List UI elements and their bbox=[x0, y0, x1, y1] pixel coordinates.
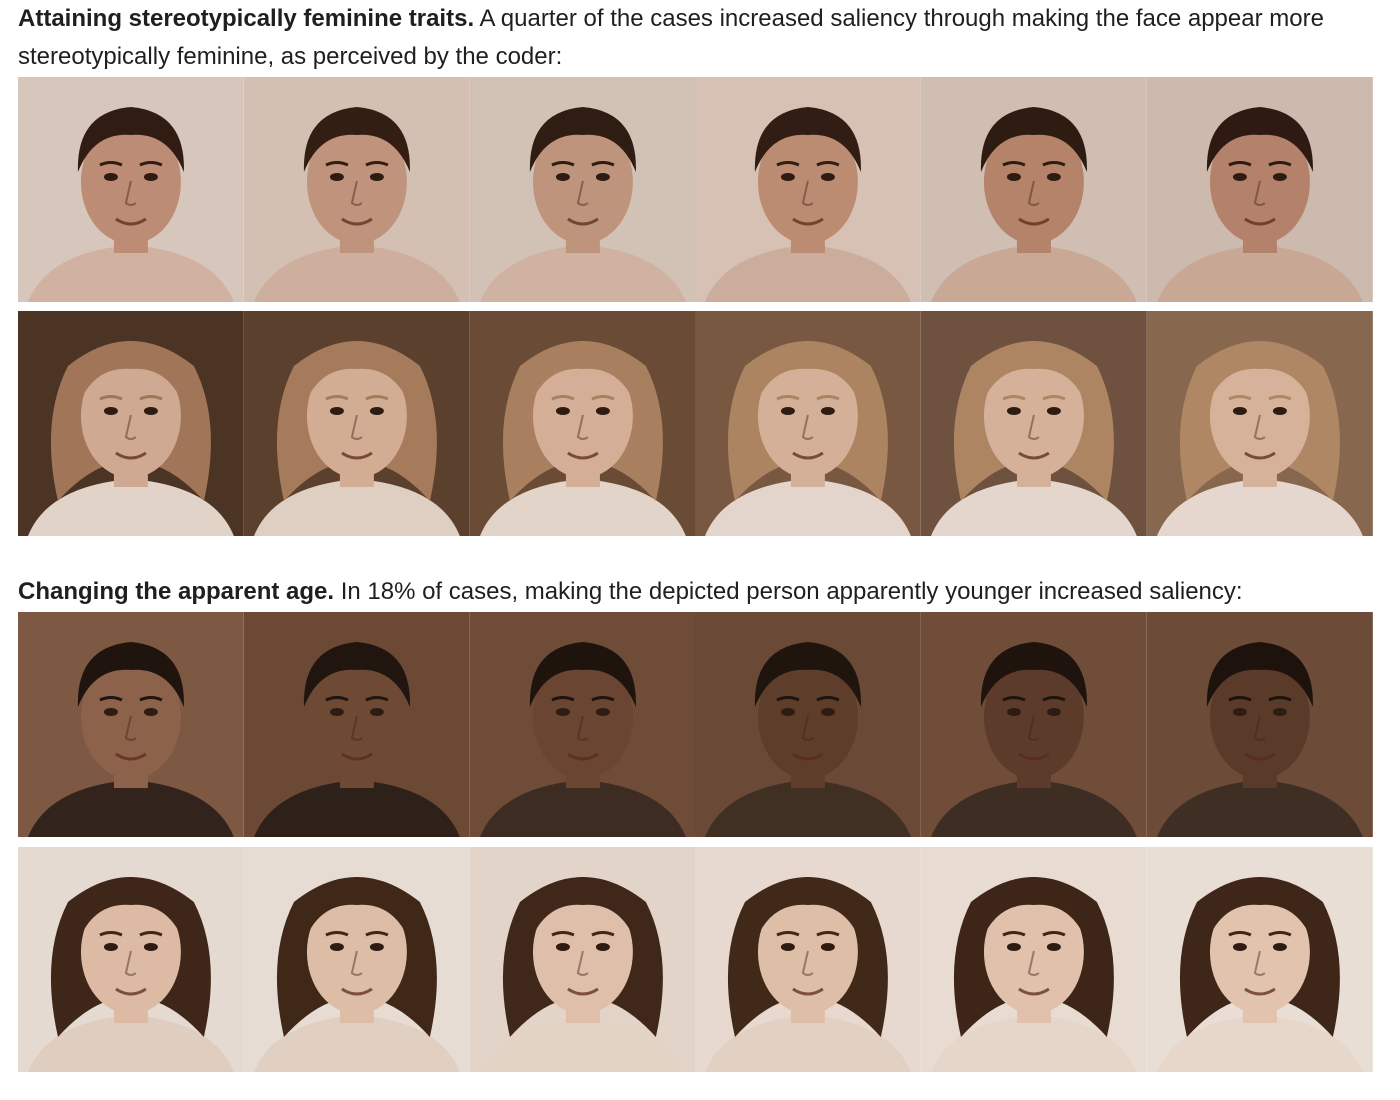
face-photo bbox=[469, 847, 696, 1072]
face-image bbox=[469, 847, 696, 1072]
face-photo bbox=[695, 77, 922, 302]
image-strip-woman-curly-hair bbox=[18, 311, 1373, 536]
face-photo bbox=[469, 77, 696, 302]
face-image bbox=[695, 612, 922, 837]
face-photo bbox=[695, 612, 922, 837]
face-image bbox=[243, 77, 470, 302]
face-photo bbox=[921, 847, 1148, 1072]
face-photo bbox=[695, 311, 922, 536]
image-strip-girl-younger bbox=[18, 847, 1373, 1072]
face-image bbox=[243, 612, 470, 837]
face-photo bbox=[243, 77, 470, 302]
face-image bbox=[18, 311, 244, 536]
face-image bbox=[695, 311, 922, 536]
face-image bbox=[243, 847, 470, 1072]
face-photo bbox=[243, 847, 470, 1072]
face-photo bbox=[921, 612, 1148, 837]
face-image bbox=[1147, 612, 1373, 837]
face-photo bbox=[18, 847, 244, 1072]
face-image bbox=[1147, 77, 1373, 302]
face-image bbox=[695, 77, 922, 302]
paragraph-feminine-traits: Attaining stereotypically feminine trait… bbox=[18, 0, 1378, 76]
face-image bbox=[921, 847, 1148, 1072]
face-image bbox=[18, 847, 244, 1072]
face-image bbox=[921, 77, 1148, 302]
paragraph-text: A quarter of the cases increased salienc… bbox=[18, 5, 1324, 70]
face-photo bbox=[1147, 612, 1373, 837]
image-strip-man-to-feminine bbox=[18, 77, 1373, 302]
face-image bbox=[921, 311, 1148, 536]
face-image bbox=[1147, 311, 1373, 536]
face-photo bbox=[1147, 311, 1373, 536]
face-photo bbox=[921, 77, 1148, 302]
face-image bbox=[469, 612, 696, 837]
face-photo bbox=[18, 77, 244, 302]
face-photo bbox=[469, 311, 696, 536]
paragraph-text: In 18% of cases, making the depicted per… bbox=[334, 578, 1243, 605]
face-photo bbox=[695, 847, 922, 1072]
face-photo bbox=[1147, 847, 1373, 1072]
face-image bbox=[18, 77, 244, 302]
face-photo bbox=[469, 612, 696, 837]
paragraph-lead: Changing the apparent age. bbox=[18, 578, 335, 605]
face-image bbox=[695, 847, 922, 1072]
face-image bbox=[243, 311, 470, 536]
paragraph-apparent-age: Changing the apparent age. In 18% of cas… bbox=[18, 573, 1378, 611]
face-photo bbox=[243, 311, 470, 536]
face-photo bbox=[18, 612, 244, 837]
face-photo bbox=[243, 612, 470, 837]
face-photo bbox=[1147, 77, 1373, 302]
face-image bbox=[1147, 847, 1373, 1072]
face-image bbox=[469, 77, 696, 302]
face-image bbox=[469, 311, 696, 536]
paragraph-lead: Attaining stereotypically feminine trait… bbox=[18, 5, 475, 32]
face-photo bbox=[921, 311, 1148, 536]
face-photo bbox=[18, 311, 244, 536]
face-image bbox=[18, 612, 244, 837]
image-strip-man-younger bbox=[18, 612, 1373, 837]
face-image bbox=[921, 612, 1148, 837]
